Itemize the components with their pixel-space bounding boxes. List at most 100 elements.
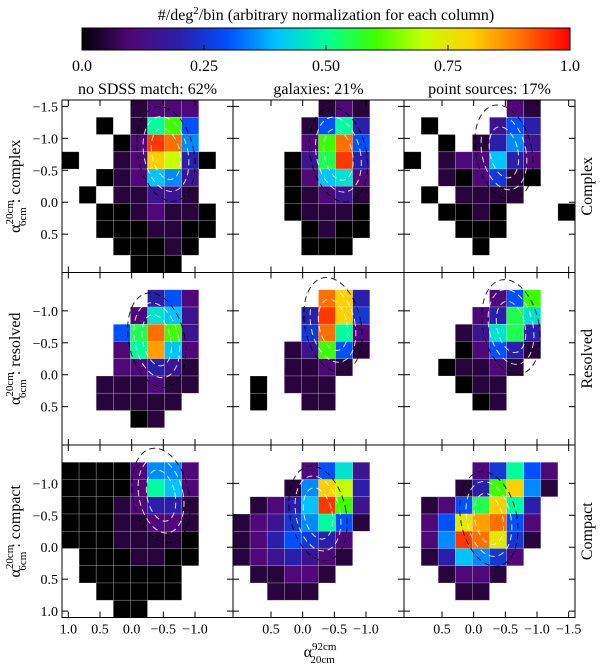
heatmap-cell (318, 116, 336, 135)
heatmap-cell (472, 530, 490, 549)
heatmap-cell (113, 358, 131, 377)
heatmap-cell (130, 548, 148, 567)
contour (480, 114, 528, 191)
heatmap-cell (489, 548, 507, 567)
x-tick-label: −1.0 (182, 623, 207, 638)
y-tick-label: 1.0 (41, 605, 59, 620)
heatmap-cell (523, 496, 542, 515)
heatmap-cell (318, 237, 336, 256)
contour (317, 298, 349, 351)
contour (315, 116, 362, 193)
heatmap-cell (61, 530, 80, 549)
heatmap-cell (489, 461, 507, 480)
panel (61, 99, 234, 273)
heatmap-cell (78, 185, 97, 204)
y-tick-label: −0.5 (33, 337, 58, 352)
heatmap-cell (95, 548, 114, 567)
contour (127, 292, 187, 389)
heatmap-cell (113, 151, 131, 170)
heatmap-cell (147, 134, 165, 153)
heatmap-cell (301, 530, 319, 549)
label-text: : resolved (7, 313, 24, 380)
heatmap-cell (113, 220, 131, 239)
heatmap-cell (130, 306, 148, 325)
heatmap-cell (472, 220, 490, 239)
label-sub: 6cm (17, 551, 29, 570)
contour (136, 106, 196, 202)
heatmap-cell (454, 496, 473, 515)
heatmap-cell (318, 461, 336, 480)
heatmap-cell (352, 203, 371, 222)
heatmap-cell (437, 565, 456, 584)
heatmap-cell (283, 479, 302, 498)
heatmap-cell (437, 203, 456, 222)
y-tick-label: 0.0 (41, 541, 59, 556)
colorbar-title: #/deg2/bin (arbitrary normalization for … (158, 5, 494, 24)
heatmap-cell (113, 237, 131, 256)
heatmap-cell (164, 254, 183, 273)
heatmap-cell (540, 461, 559, 480)
heatmap-cell (283, 203, 302, 222)
contour (137, 457, 185, 534)
heatmap-cell (130, 185, 148, 204)
heatmap-cell (95, 496, 114, 515)
heatmap-cell (335, 513, 354, 532)
heatmap-cell (335, 237, 354, 256)
heatmap-cell (472, 306, 490, 325)
heatmap-cell (335, 151, 354, 170)
heatmap-cell (147, 548, 165, 567)
heatmap-cell (164, 306, 183, 325)
x-tick-label: 0.0 (465, 623, 483, 638)
heatmap-cell (301, 203, 319, 222)
heatmap-cell (130, 220, 148, 239)
heatmap-cell (147, 392, 165, 411)
contour (303, 277, 363, 373)
heatmap-cell (181, 220, 200, 239)
y-axis-label: α20cm6cm : complex (4, 140, 29, 233)
heatmap-cell (78, 479, 97, 498)
heatmap-cell (335, 496, 354, 515)
heatmap-cell (472, 151, 490, 170)
heatmap-cell (318, 289, 336, 308)
x-tick-label: 0.0 (123, 623, 141, 638)
contour (487, 288, 535, 365)
heatmap-cell (472, 375, 490, 394)
x-tick-label: −0.5 (151, 623, 176, 638)
heatmap-cell (113, 513, 131, 532)
contour (131, 447, 191, 544)
heatmap-cell (147, 289, 165, 308)
heatmap-cell (437, 530, 456, 549)
contour (288, 465, 348, 562)
heatmap-cell (78, 565, 97, 584)
panel (232, 272, 405, 446)
contour (481, 279, 541, 375)
heatmap-cell (335, 530, 354, 549)
heatmap-cell (181, 461, 200, 480)
heatmap-cell (352, 116, 371, 135)
title-sup: 2 (193, 5, 199, 17)
heatmap-cell (335, 203, 354, 222)
heatmap-cell (181, 289, 200, 308)
heatmap-cell (95, 168, 114, 187)
label-sub: 6cm (17, 379, 29, 398)
heatmap-cell (489, 341, 507, 360)
heatmap-cell (335, 323, 354, 342)
heatmap-cell (95, 203, 114, 222)
y-tick-label: −0.5 (33, 509, 58, 524)
heatmap-cell (301, 582, 319, 601)
heatmap-cell (198, 203, 217, 222)
heatmap-cell (506, 99, 525, 118)
heatmap-cell (61, 496, 80, 515)
heatmap-cell (318, 375, 336, 394)
heatmap-cell (249, 375, 268, 394)
heatmap-cell (301, 116, 319, 135)
contour (495, 300, 527, 353)
heatmap-cell (113, 582, 131, 601)
heatmap-cell (95, 461, 114, 480)
heatmap-cell (181, 341, 200, 360)
heatmap-cell (523, 99, 542, 118)
heatmap-cell (352, 185, 371, 204)
heatmap-cell (454, 341, 473, 360)
heatmap-cell (506, 461, 525, 480)
heatmap-cell (113, 530, 131, 549)
